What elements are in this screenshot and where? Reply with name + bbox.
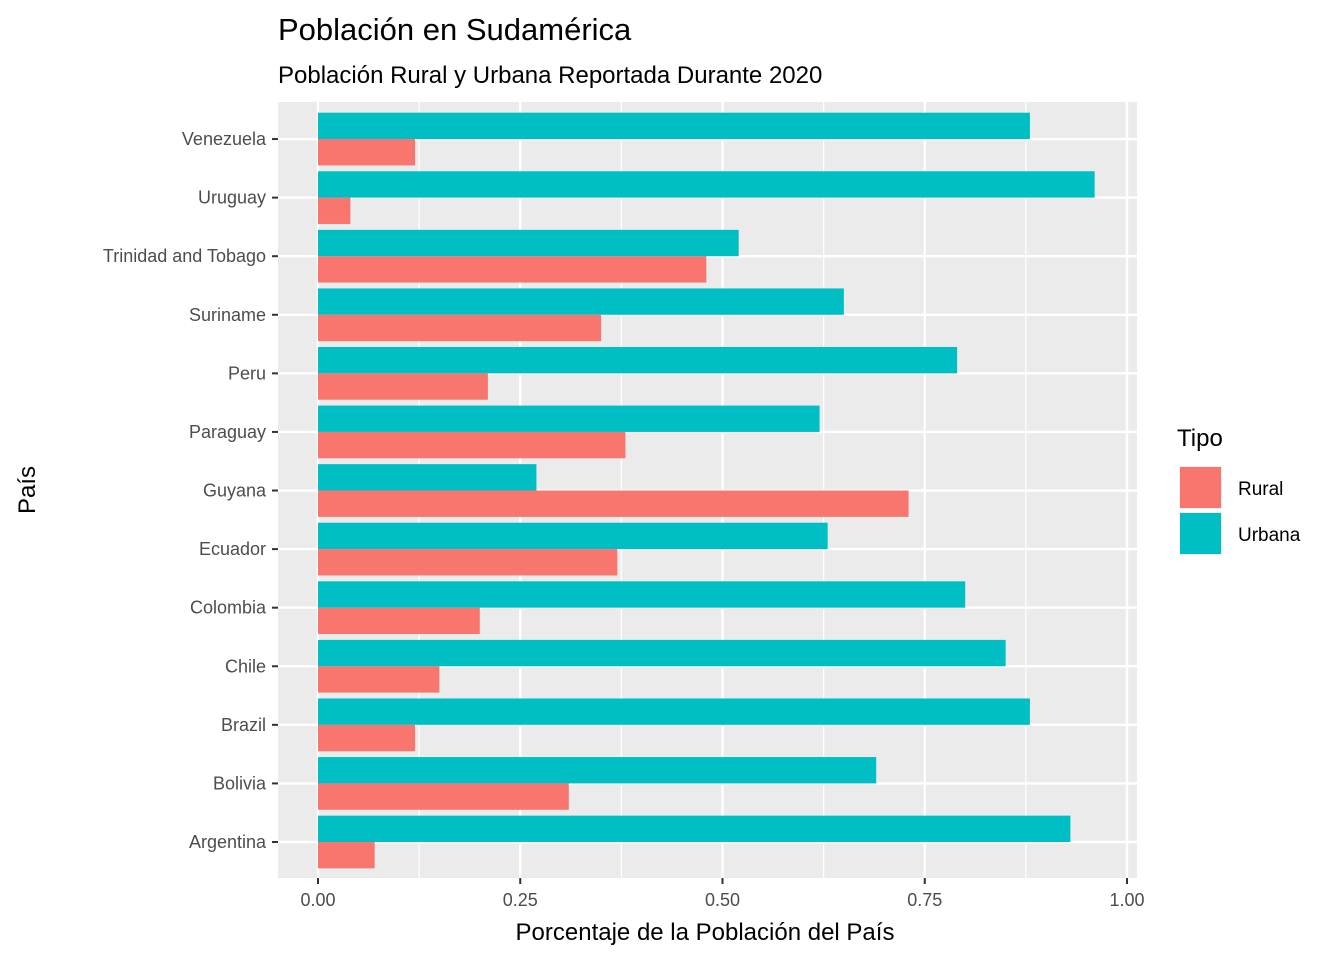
- bar-urbana-uruguay: [318, 171, 1095, 198]
- bar-urbana-chile: [318, 639, 1006, 667]
- y-tick-label: Venezuela: [182, 129, 267, 149]
- bar-urbana-suriname: [318, 288, 844, 315]
- bar-rural-bolivia: [318, 783, 569, 810]
- bar-urbana-paraguay: [318, 405, 820, 432]
- bar-urbana-colombia: [318, 581, 966, 608]
- y-axis-label: País: [14, 466, 41, 514]
- bar-urbana-trinidad-and-tobago: [318, 229, 739, 257]
- bar-urbana-brazil: [318, 698, 1030, 725]
- bar-rural-guyana: [318, 490, 909, 517]
- bar-urbana-peru: [318, 346, 958, 374]
- bar-rural-brazil: [318, 724, 416, 752]
- bar-rural-chile: [318, 666, 440, 693]
- bar-rural-argentina: [318, 842, 375, 869]
- bar-rural-peru: [318, 373, 488, 400]
- y-tick-label: Peru: [228, 363, 266, 383]
- y-tick-label: Trinidad and Tobago: [103, 246, 266, 266]
- bar-urbana-ecuador: [318, 522, 828, 550]
- bar-urbana-venezuela: [318, 112, 1030, 140]
- y-tick-label: Colombia: [190, 598, 267, 618]
- bar-urbana-bolivia: [318, 757, 877, 784]
- y-tick-label: Suriname: [189, 305, 266, 325]
- y-tick-label: Chile: [225, 656, 266, 676]
- chart-title: Población en Sudamérica: [278, 12, 632, 47]
- bar-rural-trinidad-and-tobago: [318, 256, 707, 283]
- legend-label-urbana: Urbana: [1238, 525, 1301, 546]
- legend-key-rural: [1180, 467, 1221, 508]
- x-tick-label: 0.50: [705, 890, 740, 910]
- y-tick-label: Ecuador: [199, 539, 266, 559]
- y-tick-label: Argentina: [189, 832, 267, 852]
- legend: Tipo Rural Urbana: [1177, 425, 1301, 555]
- bar-rural-colombia: [318, 607, 480, 635]
- x-tick-label: 0.25: [503, 890, 538, 910]
- chart-subtitle: Población Rural y Urbana Reportada Duran…: [278, 62, 822, 89]
- bar-rural-suriname: [318, 314, 602, 342]
- bar-rural-paraguay: [318, 431, 626, 459]
- bar-rural-venezuela: [318, 139, 416, 166]
- bar-rural-ecuador: [318, 549, 618, 576]
- y-tick-label: Guyana: [203, 481, 267, 501]
- y-tick-label: Uruguay: [198, 188, 266, 208]
- bar-rural-uruguay: [318, 197, 351, 224]
- x-axis-label: Porcentaje de la Población del País: [516, 919, 895, 946]
- y-tick-label: Brazil: [221, 715, 266, 735]
- x-tick-label: 1.00: [1109, 890, 1144, 910]
- y-tick-label: Bolivia: [213, 773, 267, 793]
- legend-title: Tipo: [1177, 425, 1223, 452]
- x-tick-label: 0.75: [907, 890, 942, 910]
- x-tick-label: 0.00: [300, 890, 335, 910]
- y-tick-label: Paraguay: [189, 422, 266, 442]
- bar-urbana-argentina: [318, 815, 1071, 842]
- legend-key-urbana: [1180, 513, 1221, 554]
- bar-urbana-guyana: [318, 464, 537, 491]
- legend-label-rural: Rural: [1238, 479, 1283, 500]
